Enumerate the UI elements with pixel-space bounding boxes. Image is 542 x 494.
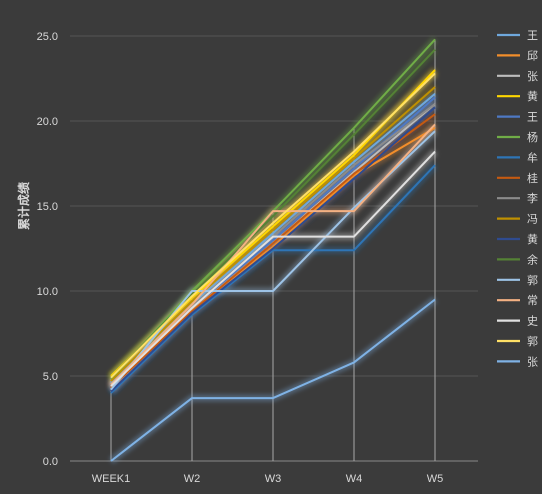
legend-label-4: 王 bbox=[527, 111, 538, 124]
legend-label-16: 张 bbox=[527, 355, 538, 368]
legend-label-0: 王 bbox=[527, 29, 538, 42]
y-tick-label-3: 15.0 bbox=[37, 201, 58, 213]
x-tick-label-2: W3 bbox=[265, 473, 282, 485]
legend-label-10: 黄 bbox=[527, 232, 538, 246]
series-lines bbox=[110, 38, 436, 462]
x-tick-label-3: W4 bbox=[346, 473, 363, 485]
series-line-13 bbox=[110, 123, 436, 386]
series-line-14 bbox=[110, 150, 436, 387]
legend-label-6: 牟 bbox=[527, 150, 538, 164]
legend-label-7: 桂 bbox=[527, 171, 538, 185]
x-tick-label-4: W5 bbox=[427, 473, 444, 485]
y-axis-title: 累计成绩 bbox=[16, 182, 31, 230]
legend-label-9: 冯 bbox=[527, 213, 538, 226]
y-tick-label-2: 10.0 bbox=[37, 286, 58, 298]
series-line-9 bbox=[110, 86, 436, 382]
legend-label-8: 李 bbox=[527, 191, 538, 205]
series-line-10 bbox=[110, 106, 436, 393]
legend-label-11: 余 bbox=[527, 252, 538, 266]
legend-label-5: 杨 bbox=[527, 130, 538, 144]
legend-label-1: 邱 bbox=[527, 49, 538, 62]
series-line-16 bbox=[110, 298, 436, 462]
legend-label-12: 郭 bbox=[527, 274, 538, 287]
y-tick-label-0: 0.0 bbox=[43, 456, 58, 468]
x-tick-label-0: WEEK1 bbox=[92, 473, 131, 485]
legend-label-14: 史 bbox=[527, 315, 538, 328]
legend-label-3: 黄 bbox=[527, 89, 538, 103]
legend-label-13: 常 bbox=[527, 294, 538, 307]
y-tick-label-5: 25.0 bbox=[37, 31, 58, 43]
series-line-15 bbox=[110, 72, 436, 379]
series-line-6 bbox=[110, 164, 436, 394]
axis-labels: 0.0 5.0 10.0 15.0 20.0 25.0 WEEK1 W2 W3 W4 W5 bbox=[37, 31, 444, 485]
x-tick-label-1: W2 bbox=[184, 473, 201, 485]
legend-label-15: 郭 bbox=[527, 335, 538, 348]
y-tick-label-1: 5.0 bbox=[43, 371, 58, 383]
legend-label-2: 张 bbox=[527, 70, 538, 83]
y-tick-label-4: 20.0 bbox=[37, 116, 58, 128]
